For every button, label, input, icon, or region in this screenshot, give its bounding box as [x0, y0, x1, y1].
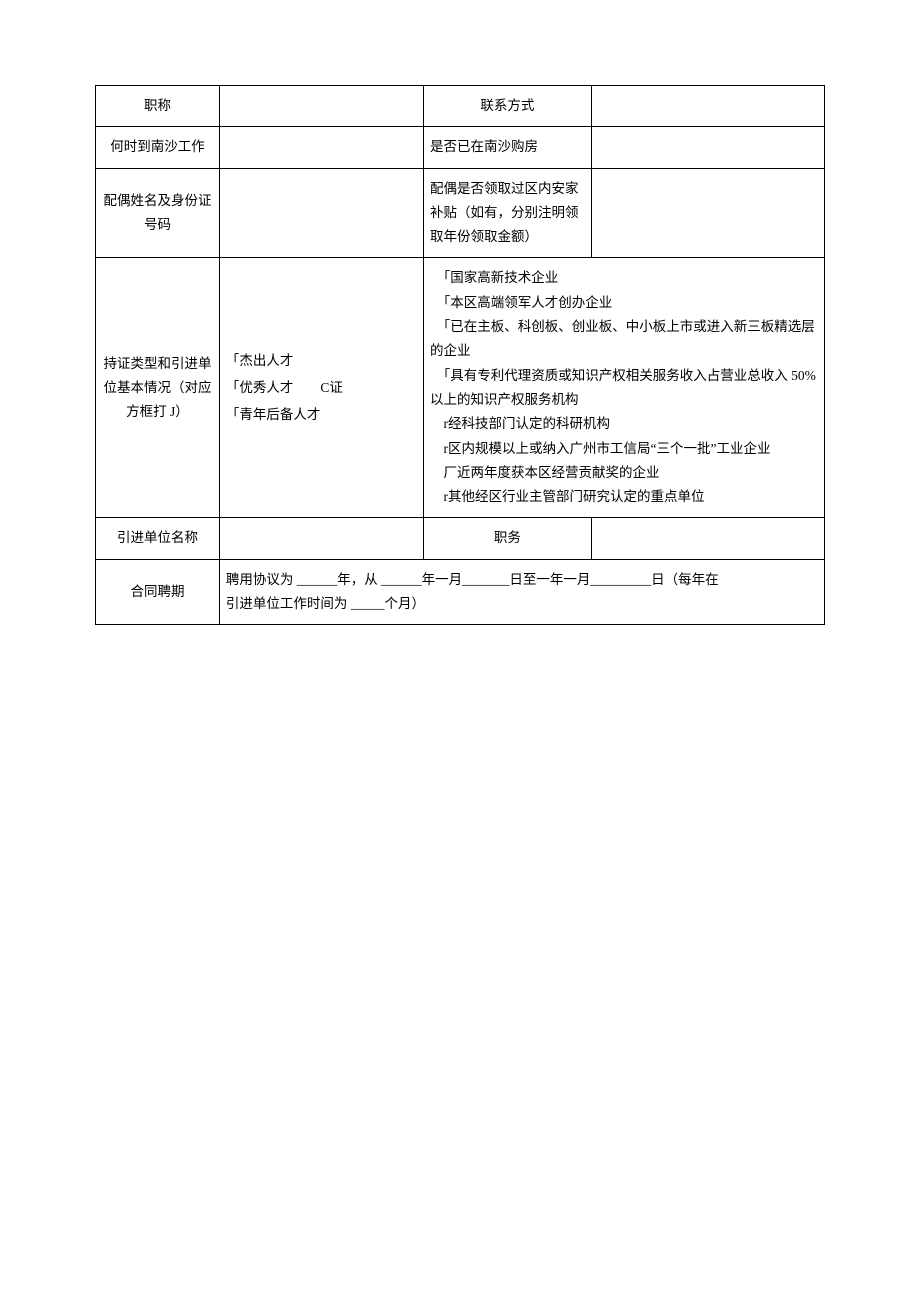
label-employer-name: 引进单位名称: [96, 518, 220, 559]
label-cert-type: 持证类型和引进单位基本情况（对应方框打 J）: [96, 258, 220, 518]
options-enterprise-type: 「国家高新技术企业 「本区高端领军人才创办企业 「已在主板、科创板、创业板、中小…: [424, 258, 825, 518]
value-house-bought: [591, 127, 824, 168]
label-job-title: 职称: [96, 86, 220, 127]
label-house-bought: 是否已在南沙购房: [424, 127, 592, 168]
value-spouse-subsidy: [591, 168, 824, 258]
label-work-time: 何时到南沙工作: [96, 127, 220, 168]
value-employer-name: [219, 518, 423, 559]
label-contract-period: 合同聘期: [96, 559, 220, 625]
label-spouse-id: 配偶姓名及身份证号码: [96, 168, 220, 258]
row-spouse: 配偶姓名及身份证号码 配偶是否领取过区内安家补贴（如有，分别注明领取年份领取金额…: [96, 168, 825, 258]
value-contact: [591, 86, 824, 127]
value-job-title: [219, 86, 423, 127]
options-talent-type: 「杰出人才 「优秀人才 C证 「青年后备人才: [219, 258, 423, 518]
label-spouse-subsidy: 配偶是否领取过区内安家补贴（如有，分别注明领取年份领取金额）: [424, 168, 592, 258]
label-contact: 联系方式: [424, 86, 592, 127]
application-form-table: 职称 联系方式 何时到南沙工作 是否已在南沙购房 配偶姓名及身份证号码 配偶是否…: [95, 85, 825, 625]
label-position: 职务: [424, 518, 592, 559]
value-position: [591, 518, 824, 559]
row-employer: 引进单位名称 职务: [96, 518, 825, 559]
value-work-time: [219, 127, 423, 168]
row-contract: 合同聘期 聘用协议为 ______年，从 ______年一月_______日至一…: [96, 559, 825, 625]
row-cert-type: 持证类型和引进单位基本情况（对应方框打 J） 「杰出人才 「优秀人才 C证 「青…: [96, 258, 825, 518]
row-work-house: 何时到南沙工作 是否已在南沙购房: [96, 127, 825, 168]
value-contract-period: 聘用协议为 ______年，从 ______年一月_______日至一年一月__…: [219, 559, 824, 625]
row-title-contact: 职称 联系方式: [96, 86, 825, 127]
value-spouse-id: [219, 168, 423, 258]
